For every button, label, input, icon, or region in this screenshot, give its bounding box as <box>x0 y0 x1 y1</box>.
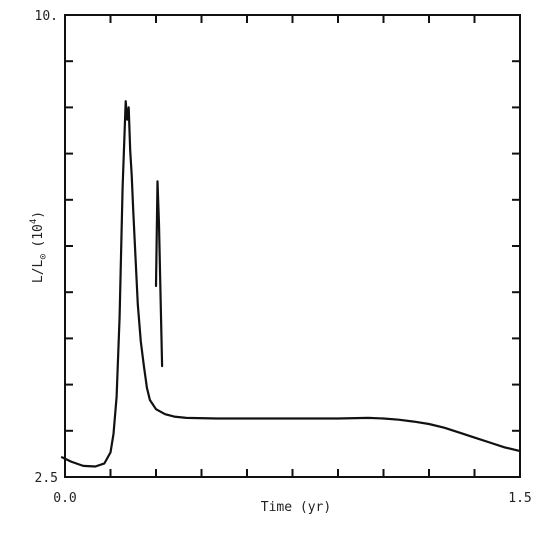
tick-labels: 0.0 1.5 10. 2.5 <box>35 9 532 506</box>
axis-ticks <box>64 15 521 477</box>
y-axis-title-main: L/L <box>31 259 46 283</box>
x-tick-label-0: 0.0 <box>53 491 76 506</box>
series-line-1 <box>154 180 164 368</box>
y-axis-title: L/L⊙ (104) <box>29 211 49 283</box>
plot-frame <box>64 14 521 478</box>
series-line-0 <box>60 100 522 468</box>
x-axis-title: Time (yr) <box>261 500 331 515</box>
y-tick-label-0: 10. <box>35 9 58 24</box>
svg-text:L/L⊙(104): L/L⊙ (104) <box>29 211 49 283</box>
y-axis-title-paren: (10 <box>31 224 46 247</box>
y-axis-title-sub: ⊙ <box>38 254 49 260</box>
y-axis-title-sup: 4 <box>29 219 39 224</box>
y-axis-title-close: ) <box>31 211 46 219</box>
series-group <box>60 100 522 468</box>
x-tick-label-1: 1.5 <box>508 491 531 506</box>
y-tick-label-1: 2.5 <box>35 471 58 486</box>
